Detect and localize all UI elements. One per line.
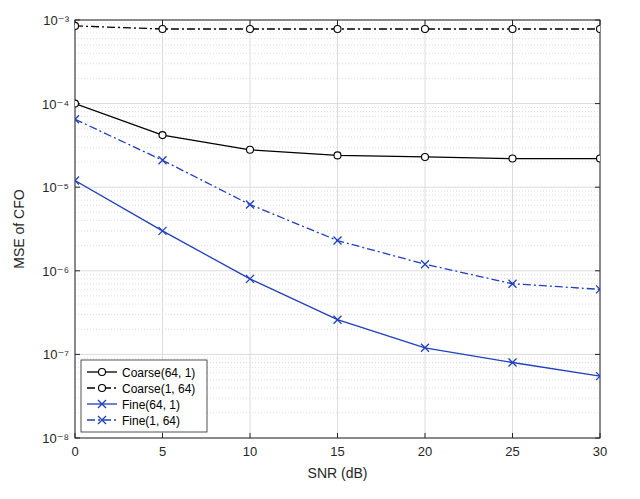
x-tick-label: 15 [330, 444, 344, 459]
grid-line [250, 20, 251, 438]
tick [162, 433, 163, 438]
point [247, 146, 254, 153]
tick [512, 20, 513, 25]
series-line [75, 181, 600, 377]
point [597, 26, 601, 33]
point [597, 155, 601, 162]
legend-label: Fine(64, 1) [122, 398, 180, 412]
y-tick-label: 10⁻⁸ [42, 431, 69, 446]
point [334, 237, 342, 245]
point [246, 201, 254, 209]
tick [75, 270, 80, 271]
point [421, 344, 429, 352]
point [422, 26, 429, 33]
series [75, 177, 600, 381]
point [334, 316, 342, 324]
series [75, 22, 600, 32]
y-axis-label: MSE of CFO [11, 189, 27, 268]
tick [512, 433, 513, 438]
x-tick-label: 0 [71, 444, 78, 459]
tick [425, 433, 426, 438]
tick [337, 20, 338, 25]
legend-box [81, 360, 207, 432]
point [509, 280, 517, 288]
point [159, 227, 167, 235]
series-line [75, 119, 600, 289]
point [75, 100, 79, 107]
tick [250, 433, 251, 438]
point [159, 26, 166, 33]
grid-line [425, 20, 426, 438]
legend-marker [99, 385, 106, 392]
y-tick-label: 10⁻⁷ [43, 347, 69, 362]
y-tick-label: 10⁻³ [43, 13, 69, 28]
point [75, 115, 79, 123]
series [75, 100, 600, 162]
point [596, 372, 600, 380]
legend-marker [98, 400, 106, 408]
point [75, 22, 79, 29]
legend-label: Coarse(64, 1) [122, 366, 195, 380]
tick [337, 433, 338, 438]
legend: Coarse(64, 1) Coarse(1, 64) Fine(64, 1) Fin… [81, 360, 207, 432]
point [247, 26, 254, 33]
x-tick-label: 5 [159, 444, 166, 459]
point [509, 155, 516, 162]
plot-area [75, 20, 600, 438]
point [596, 285, 600, 293]
point [334, 26, 341, 33]
grid [75, 20, 600, 438]
axes: 0 5 10 15 20 25 30 10⁻⁸ 10⁻⁷ 10⁻⁶ 10⁻⁵ 10⁻⁴ 10⁻³ [42, 13, 607, 459]
plot-frame [75, 20, 600, 438]
x-axis-label: SNR (dB) [308, 465, 368, 481]
y-tick-label: 10⁻⁵ [42, 180, 69, 195]
point [246, 275, 254, 283]
x-tick-label: 25 [505, 444, 519, 459]
y-tick-label: 10⁻⁴ [42, 97, 69, 112]
legend-marker [99, 369, 106, 376]
point [334, 152, 341, 159]
point [75, 177, 79, 185]
x-tick-label: 30 [593, 444, 607, 459]
x-tick-label: 20 [418, 444, 432, 459]
legend-label: Coarse(1, 64) [122, 382, 195, 396]
series-line [75, 104, 600, 159]
x-tick-label: 10 [243, 444, 257, 459]
point [159, 132, 166, 139]
tick [425, 20, 426, 25]
y-tick-label: 10⁻⁶ [42, 264, 69, 279]
tick [595, 354, 600, 355]
point [422, 153, 429, 160]
tick [75, 187, 80, 188]
tick [595, 270, 600, 271]
grid-line [337, 20, 338, 438]
point [421, 260, 429, 268]
tick [250, 20, 251, 25]
tick [75, 354, 80, 355]
tick [162, 20, 163, 25]
legend-label: Fine(1, 64) [122, 414, 180, 428]
point [159, 156, 167, 164]
point [509, 359, 517, 367]
legend-marker [98, 416, 106, 424]
chart: 0 5 10 15 20 25 30 10⁻⁸ 10⁻⁷ 10⁻⁶ 10⁻⁵ 10⁻⁴ 10⁻³ SNR … [0, 0, 640, 499]
tick [595, 103, 600, 104]
series [75, 115, 600, 293]
tick [595, 187, 600, 188]
point [509, 26, 516, 33]
data [75, 22, 600, 380]
grid-line [512, 20, 513, 438]
